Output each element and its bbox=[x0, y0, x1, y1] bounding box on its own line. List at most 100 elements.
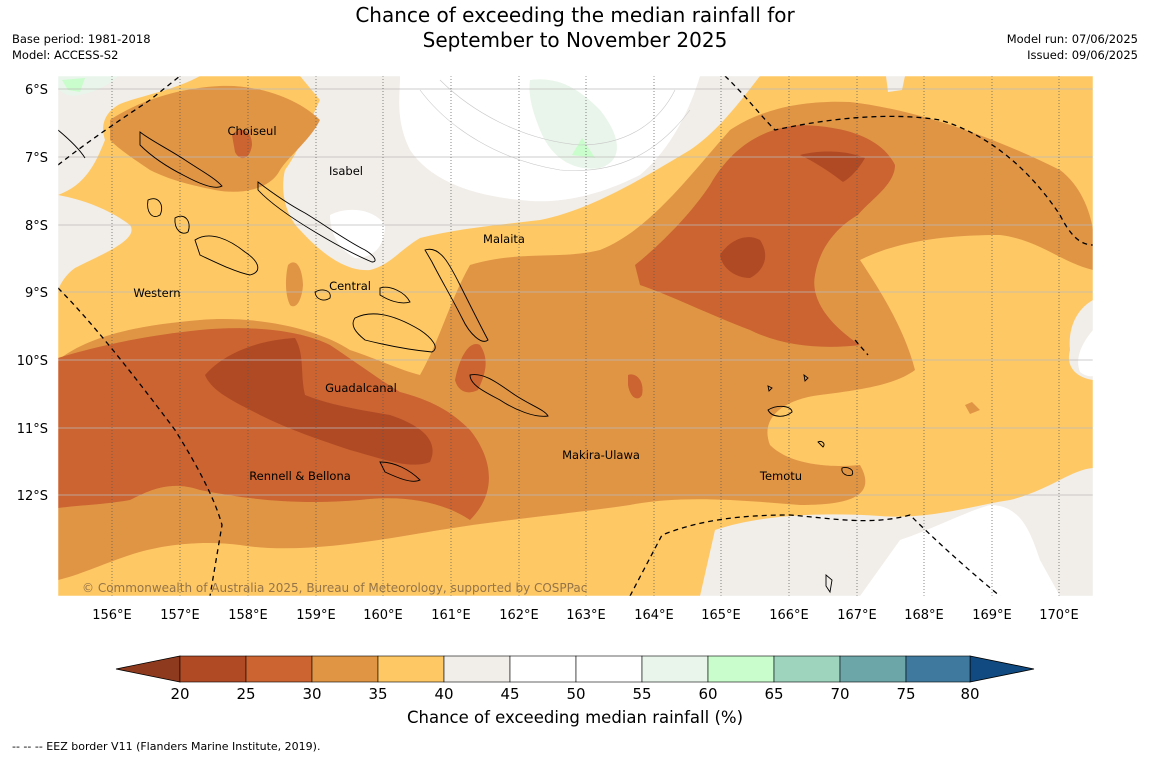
new-georgia bbox=[194, 235, 259, 276]
model-name: Model: ACCESS-S2 bbox=[12, 48, 119, 62]
colorbar-segment bbox=[839, 655, 907, 683]
fill-25-30-spot-b bbox=[628, 374, 643, 399]
fill-40-45-w bbox=[58, 195, 132, 290]
fill-45-55-isabel bbox=[330, 209, 385, 258]
anuta-island bbox=[841, 467, 854, 476]
colorbar-tick: 80 bbox=[960, 685, 979, 703]
fill-45-55-east bbox=[1078, 330, 1093, 377]
fill-20-25-east-b bbox=[800, 151, 865, 182]
island-a bbox=[174, 215, 190, 234]
lon-label: 165°E bbox=[701, 608, 741, 623]
lat-labels: 6°S 7°S 8°S 9°S 10°S 11°S 12°S bbox=[17, 83, 48, 504]
colorbar-tick: 75 bbox=[896, 685, 915, 703]
map-title: Chance of exceeding the median rainfall … bbox=[0, 3, 1150, 53]
colorbar-segment bbox=[311, 655, 379, 683]
title-line-2: September to November 2025 bbox=[422, 28, 728, 52]
fill-30-35-spot bbox=[285, 262, 303, 307]
fill-55-60-north bbox=[529, 79, 617, 169]
colorbar-segment bbox=[245, 655, 313, 683]
florida-islands bbox=[379, 286, 411, 304]
fill-25-30-east bbox=[635, 125, 895, 347]
colorbar-segment bbox=[509, 655, 577, 683]
lat-label: 7°S bbox=[25, 151, 48, 166]
fill-40-45-nw bbox=[58, 76, 200, 195]
colorbar-tick: 35 bbox=[368, 685, 387, 703]
lon-label: 170°E bbox=[1039, 608, 1079, 623]
colorbar-segment bbox=[707, 655, 775, 683]
lat-label: 9°S bbox=[25, 286, 48, 301]
russell-islands bbox=[314, 289, 331, 301]
lon-label: 159°E bbox=[296, 608, 336, 623]
fill-25-30-guadalcanal bbox=[58, 328, 489, 520]
colorbar-tick: 55 bbox=[632, 685, 651, 703]
colorbar-tick: 25 bbox=[236, 685, 255, 703]
isabel-island bbox=[257, 181, 376, 263]
place-label-rennell-bellona: Rennell & Bellona bbox=[249, 469, 351, 483]
lat-label: 6°S bbox=[25, 83, 48, 98]
place-label-choiseul: Choiseul bbox=[227, 124, 276, 138]
lon-label: 157°E bbox=[160, 608, 200, 623]
lon-labels: 156°E 157°E 158°E 159°E 160°E 161°E 162°… bbox=[92, 608, 1079, 623]
map-fill bbox=[58, 76, 1093, 596]
fill-45-55-southeast bbox=[860, 505, 1060, 596]
island-b bbox=[147, 198, 163, 217]
base-period: Base period: 1981-2018 bbox=[12, 32, 151, 46]
fill-20-25-east-a bbox=[720, 237, 766, 278]
makira-island bbox=[469, 374, 549, 417]
choiseul-island bbox=[139, 131, 223, 188]
reef-island-a bbox=[803, 373, 809, 382]
colorbar-tick: 60 bbox=[698, 685, 717, 703]
colorbar bbox=[115, 655, 1035, 683]
guadalcanal-island bbox=[352, 313, 436, 353]
fill-25-30-spot-a bbox=[455, 344, 486, 393]
colorbar-segment bbox=[773, 655, 841, 683]
place-label-temotu: Temotu bbox=[759, 469, 802, 483]
model-run: Model run: 07/06/2025 bbox=[1006, 32, 1138, 46]
lat-label: 12°S bbox=[17, 489, 48, 504]
fill-40-45-ne-spot bbox=[886, 76, 905, 92]
fill-25-30-choiseul-spot bbox=[232, 129, 252, 159]
lon-label: 169°E bbox=[972, 608, 1012, 623]
lon-label: 160°E bbox=[363, 608, 403, 623]
colorbar-below-arrow bbox=[115, 655, 181, 683]
malaita-island bbox=[424, 248, 489, 342]
lon-label: 168°E bbox=[904, 608, 944, 623]
lat-label: 11°S bbox=[17, 422, 48, 437]
colorbar-segment bbox=[575, 655, 643, 683]
colorbar-tick: 30 bbox=[302, 685, 321, 703]
colorbar-tick: 65 bbox=[764, 685, 783, 703]
reef-island-b bbox=[767, 385, 773, 392]
fill-20-25-guadalcanal bbox=[205, 338, 433, 465]
colorbar-segment bbox=[905, 655, 971, 683]
colorbar-ticks: 20 25 30 35 40 45 50 55 60 65 70 75 80 bbox=[170, 685, 979, 703]
contour-lines bbox=[419, 79, 691, 171]
santa-cruz-island bbox=[767, 405, 793, 417]
copyright-notice: © Commonwealth of Australia 2025, Bureau… bbox=[82, 581, 587, 595]
colorbar-tick: 70 bbox=[830, 685, 849, 703]
place-label-malaita: Malaita bbox=[483, 232, 525, 246]
lat-gridlines bbox=[58, 88, 1093, 496]
fill-60-65-north bbox=[572, 138, 595, 158]
coastlines bbox=[58, 129, 854, 594]
place-label-central: Central bbox=[329, 279, 371, 293]
issued-date: Issued: 09/06/2025 bbox=[1027, 48, 1138, 62]
meta-left: Base period: 1981-2018 Model: ACCESS-S2 bbox=[12, 31, 151, 63]
colorbar-label: Chance of exceeding median rainfall (%) bbox=[406, 708, 744, 727]
tikopia-island bbox=[817, 441, 825, 448]
colorbar-tick: 50 bbox=[566, 685, 585, 703]
fill-60-65-nw bbox=[62, 78, 85, 92]
lon-label: 164°E bbox=[634, 608, 674, 623]
colorbar-tick: 45 bbox=[500, 685, 519, 703]
rennell-island bbox=[379, 461, 421, 482]
lon-label: 161°E bbox=[431, 608, 471, 623]
colorbar-segment bbox=[443, 655, 511, 683]
colorbar-segment bbox=[179, 655, 247, 683]
colorbar-segment bbox=[641, 655, 709, 683]
fill-30-35-ne-spot bbox=[965, 402, 980, 414]
vanuatu-north-island bbox=[825, 574, 833, 594]
lon-label: 166°E bbox=[769, 608, 809, 623]
eez-footnote: -- -- -- EEZ border V11 (Flanders Marine… bbox=[12, 740, 321, 753]
place-labels: Choiseul Isabel Malaita Central Western … bbox=[133, 124, 802, 483]
lat-label: 10°S bbox=[17, 354, 48, 369]
